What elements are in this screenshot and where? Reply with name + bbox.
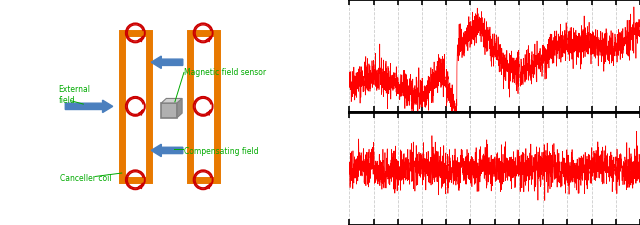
Bar bbox=[122, 34, 149, 180]
Polygon shape bbox=[161, 99, 182, 104]
Bar bbox=[189, 34, 217, 180]
Text: External
field: External field bbox=[58, 85, 90, 104]
FancyBboxPatch shape bbox=[161, 104, 177, 118]
Text: Compensating field: Compensating field bbox=[184, 146, 259, 155]
FancyArrow shape bbox=[65, 101, 113, 113]
FancyArrow shape bbox=[151, 57, 183, 69]
Text: Magnetic field sensor: Magnetic field sensor bbox=[184, 68, 266, 76]
Text: Canceller coil: Canceller coil bbox=[60, 173, 111, 182]
FancyArrow shape bbox=[151, 145, 183, 157]
Polygon shape bbox=[177, 99, 182, 118]
